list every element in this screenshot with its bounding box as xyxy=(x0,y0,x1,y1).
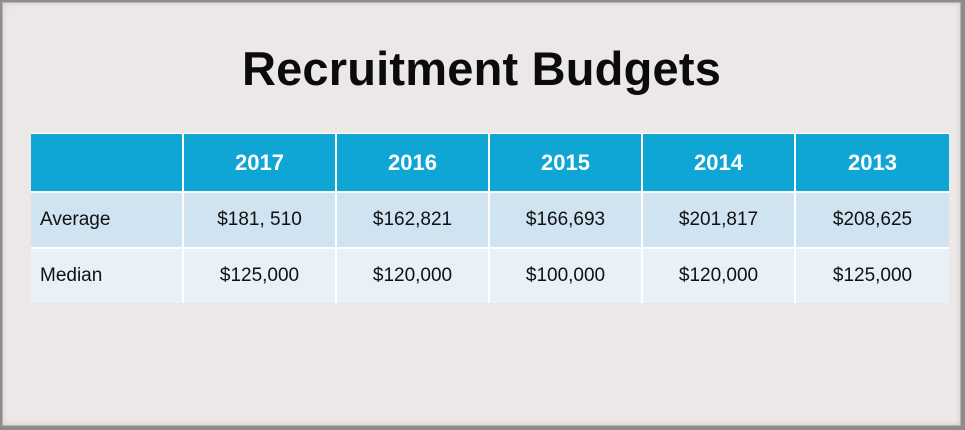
budget-table: 2017 2016 2015 2014 2013 Average $181, 5… xyxy=(31,133,949,303)
table-cell: $120,000 xyxy=(337,247,490,303)
table-header-row: 2017 2016 2015 2014 2013 xyxy=(31,133,949,191)
table-cell: $125,000 xyxy=(796,247,949,303)
header-cell-2017: 2017 xyxy=(184,133,337,191)
table-cell: $125,000 xyxy=(184,247,337,303)
header-cell-2014: 2014 xyxy=(643,133,796,191)
slide: Recruitment Budgets 2017 2016 2015 2014 … xyxy=(2,2,961,426)
slide-title: Recruitment Budgets xyxy=(241,42,722,95)
table-cell: $181, 510 xyxy=(184,191,337,247)
table-row-average: Average $181, 510 $162,821 $166,693 $201… xyxy=(31,191,949,247)
header-cell-2013: 2013 xyxy=(796,133,949,191)
table-cell: $100,000 xyxy=(490,247,643,303)
row-label-median: Median xyxy=(31,247,184,303)
header-cell-2015: 2015 xyxy=(490,133,643,191)
table-cell: $120,000 xyxy=(643,247,796,303)
row-label-average: Average xyxy=(31,191,184,247)
table-row-median: Median $125,000 $120,000 $100,000 $120,0… xyxy=(31,247,949,303)
table-cell: $166,693 xyxy=(490,191,643,247)
header-cell-2016: 2016 xyxy=(337,133,490,191)
table-cell: $201,817 xyxy=(643,191,796,247)
table-cell: $162,821 xyxy=(337,191,490,247)
table-cell: $208,625 xyxy=(796,191,949,247)
header-cell-empty xyxy=(31,133,184,191)
